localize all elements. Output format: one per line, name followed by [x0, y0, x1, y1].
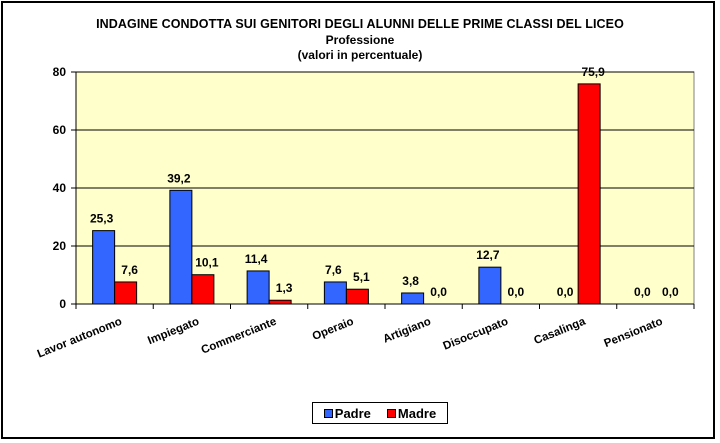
data-label: 39,2: [167, 171, 191, 185]
y-tick-label: 0: [59, 297, 66, 311]
data-label: 75,9: [581, 65, 605, 79]
data-label: 25,3: [90, 212, 114, 226]
x-tick-label: Lavor autonomo: [36, 316, 124, 361]
bar-madre: [114, 281, 138, 305]
legend-item-madre: Madre: [386, 405, 437, 421]
legend-label-padre: Padre: [334, 405, 371, 421]
bar-padre: [323, 281, 347, 305]
x-tick-label: Operaio: [311, 316, 356, 343]
x-tick-label: Casalinga: [532, 315, 587, 347]
data-label: 0,0: [430, 285, 447, 299]
legend-swatch-madre: [386, 408, 396, 418]
data-label: 10,1: [195, 256, 219, 270]
x-tick-label: Impiegato: [146, 316, 201, 347]
data-label: 1,3: [276, 281, 293, 295]
bar-madre: [345, 288, 369, 305]
bar-padre: [246, 270, 270, 305]
y-tick-label: 40: [53, 181, 67, 195]
data-label: 0,0: [662, 285, 679, 299]
data-label: 12,7: [476, 248, 500, 262]
chart-title: INDAGINE CONDOTTA SUI GENITORI DEGLI ALU…: [96, 17, 624, 31]
x-tick-label: Artigiano: [381, 316, 432, 346]
y-tick-label: 20: [53, 239, 67, 253]
legend-item-padre: Padre: [323, 405, 371, 421]
bar-padre: [478, 266, 502, 305]
bar-padre: [92, 230, 116, 305]
data-label: 7,6: [325, 263, 342, 277]
data-label: 5,1: [353, 270, 370, 284]
bar-padre: [169, 189, 193, 305]
data-label: 0,0: [557, 285, 574, 299]
bar-madre: [577, 83, 601, 305]
data-label: 7,6: [121, 263, 138, 277]
chart-subtitle: Professione: [325, 33, 395, 47]
x-tick-label: Pensionato: [603, 316, 665, 350]
x-tick-label: Commerciante: [200, 316, 279, 357]
x-tick-label: Disoccupato: [442, 316, 510, 353]
y-tick-label: 60: [53, 123, 67, 137]
legend-swatch-padre: [323, 408, 333, 418]
legend-label-madre: Madre: [397, 405, 437, 421]
y-tick-label: 80: [53, 65, 67, 79]
data-label: 11,4: [245, 252, 268, 266]
bar-madre: [268, 299, 292, 305]
chart-subtitle-units: (valori in percentuale): [297, 48, 423, 62]
data-label: 3,8: [402, 274, 419, 288]
legend: Padre Madre: [312, 402, 448, 424]
bar-padre: [401, 292, 425, 305]
data-label: 0,0: [634, 285, 651, 299]
data-label: 0,0: [508, 285, 525, 299]
bar-madre: [191, 274, 215, 305]
